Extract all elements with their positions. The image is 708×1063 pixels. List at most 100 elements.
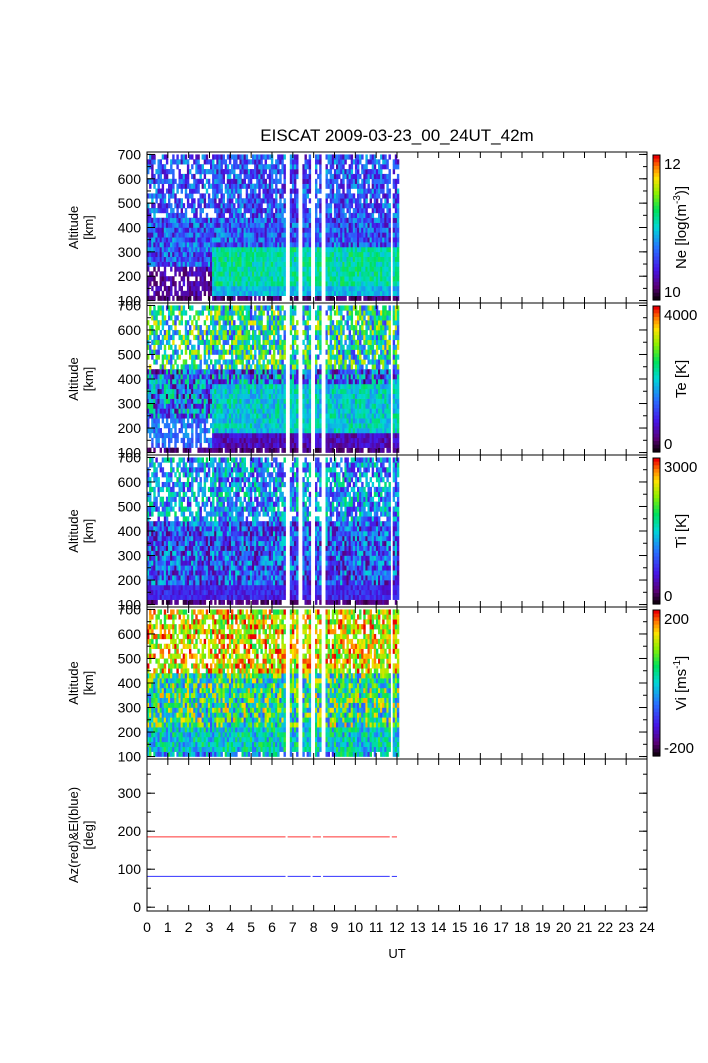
te-heatmap-cell [279,383,282,390]
ne-heatmap-cell [266,246,270,253]
ne-heatmap-cell [277,169,280,175]
ne-heatmap-cell [220,227,223,233]
te-heatmap-cell [260,379,263,385]
ne-heatmap-cell [170,164,173,170]
te-heatmap-cell [304,329,307,336]
ne-heatmap-cell [296,173,299,180]
ne-heatmap-cell [218,178,221,184]
ne-heatmap-cell [384,246,387,253]
ne-heatmap-cell [216,193,219,199]
te-heatmap-cell [197,413,200,419]
te-heatmap-cell [214,403,217,409]
ne-heatmap-cell [182,217,186,223]
ne-heatmap-cell [220,217,223,223]
ne-heatmap-cell [184,256,188,262]
ne-heatmap-cell [243,281,246,287]
ne-heatmap-cell [273,227,276,233]
te-heatmap-cell [260,315,263,321]
ne-heatmap-cell [260,159,263,165]
ne-heatmap-cell [325,227,328,233]
ne-heatmap-cell [147,232,150,238]
te-heatmap-cell [268,379,272,385]
ne-heatmap-cell [289,159,293,165]
ne-heatmap-cell [201,237,204,243]
te-heatmap-cell [279,418,282,424]
te-heatmap-cell [254,408,257,414]
ne-heatmap-cell [243,232,246,238]
ne-heatmap-cell [340,251,343,258]
ne-heatmap-cell [344,290,347,296]
ne-heatmap-cell [268,271,272,277]
te-heatmap-cell [247,437,251,444]
ne-heatmap-cell [245,295,249,301]
ne-heatmap-cell [252,212,255,219]
ne-heatmap-cell [172,251,175,258]
ne-heatmap-cell [147,159,150,165]
te-heatmap-cell [174,305,177,311]
ne-heatmap-cell [237,198,240,204]
ne-heatmap-cell [237,242,240,248]
ne-heatmap-cell [354,232,358,238]
ne-heatmap-cell [388,208,391,214]
ne-heatmap-cell [239,232,242,238]
ne-heatmap-cell [304,261,307,267]
ne-heatmap-cell [275,183,278,189]
ne-heatmap-cell [289,173,293,180]
te-heatmap-cell [182,437,186,444]
te-heatmap-cell [165,359,169,365]
ne-heatmap-cell [277,203,280,209]
ne-heatmap-cell [275,198,278,204]
te-heatmap-cell [163,320,167,326]
ne-heatmap-cell [386,198,389,204]
te-heatmap-cell [277,344,280,350]
te-heatmap-cell [258,349,261,355]
te-heatmap-cell [239,398,242,404]
ne-heatmap-cell [266,256,270,262]
ne-heatmap-cell [252,173,255,180]
ne-heatmap-cell [201,281,204,287]
te-heatmap-cell [220,413,223,419]
ne-heatmap-cell [226,227,230,233]
te-heatmap-cell [304,334,307,341]
te-heatmap-cell [165,418,169,424]
ne-heatmap-cell [357,183,360,189]
te-heatmap-cell [260,320,263,326]
te-heatmap-cell [249,403,253,409]
ne-heatmap-cell [243,251,246,258]
te-heatmap-cell [180,339,183,345]
ne-heatmap-cell [249,261,253,267]
ne-heatmap-cell [178,242,181,248]
te-heatmap-cell [237,393,240,399]
ne-heatmap-cell [186,295,190,301]
te-heatmap-cell [224,329,228,336]
ne-heatmap-cell [354,164,358,170]
ne-heatmap-cell [172,222,175,228]
ne-heatmap-cell [212,271,215,277]
ne-heatmap-cell [193,285,196,292]
te-heatmap-cell [252,379,255,385]
te-heatmap-cell [205,383,209,390]
ne-heatmap-cell [352,159,356,165]
te-heatmap-cell [308,374,312,380]
te-heatmap-cell [155,349,158,355]
te-heatmap-cell [252,437,255,444]
ne-heatmap-cell [327,193,330,199]
ne-heatmap-cell [222,212,225,219]
te-heatmap-cell [170,398,173,404]
te-heatmap-cell [281,354,284,360]
ne-heatmap-cell [163,256,167,262]
ne-heatmap-cell [228,256,232,262]
te-heatmap-cell [249,369,253,375]
ne-heatmap-cell [207,198,211,204]
ne-heatmap-cell [159,251,162,258]
te-heatmap-cell [214,329,217,336]
ne-heatmap-cell [165,217,169,223]
te-heatmap-cell [168,305,171,311]
ne-heatmap-cell [256,193,259,199]
ne-heatmap-cell [342,212,345,219]
ne-heatmap-cell [378,208,381,214]
ne-heatmap-cell [388,237,391,243]
te-heatmap-cell [163,442,167,448]
te-heatmap-cell [226,320,230,326]
te-heatmap-cell [182,442,186,448]
